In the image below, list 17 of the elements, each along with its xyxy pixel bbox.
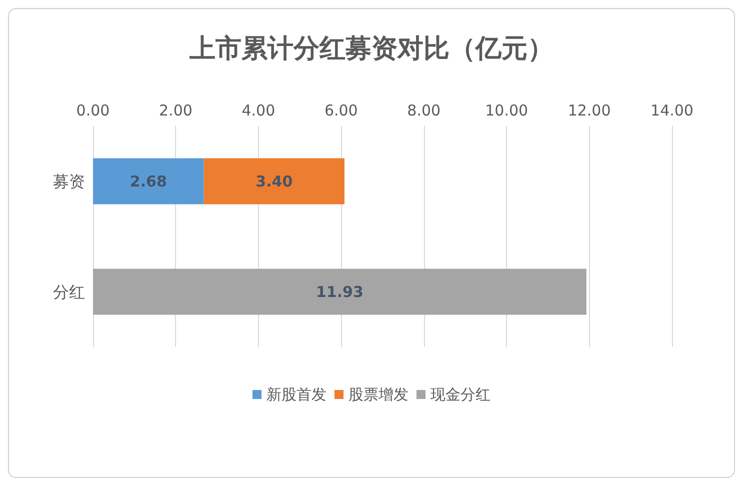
x-tick-label: 0.00	[76, 102, 110, 120]
x-tick-label: 12.00	[568, 102, 611, 120]
x-tick-label: 10.00	[485, 102, 528, 120]
data-label: 3.40	[256, 172, 293, 190]
chart-title: 上市累计分红募资对比（亿元）	[188, 34, 554, 64]
data-label: 2.68	[130, 172, 167, 190]
legend-label: 现金分红	[430, 386, 490, 404]
x-tick-label: 6.00	[324, 102, 358, 120]
y-tick-label: 分红	[53, 282, 85, 302]
x-tick-label: 8.00	[407, 102, 441, 120]
legend-label: 新股首发	[266, 386, 326, 404]
x-tick-label: 4.00	[242, 102, 276, 120]
x-tick-label: 14.00	[650, 102, 694, 120]
x-tick-label: 2.00	[159, 102, 192, 120]
data-label: 11.93	[316, 282, 364, 301]
legend-label: 股票增发	[348, 386, 408, 404]
y-tick-label: 募资	[53, 172, 85, 191]
